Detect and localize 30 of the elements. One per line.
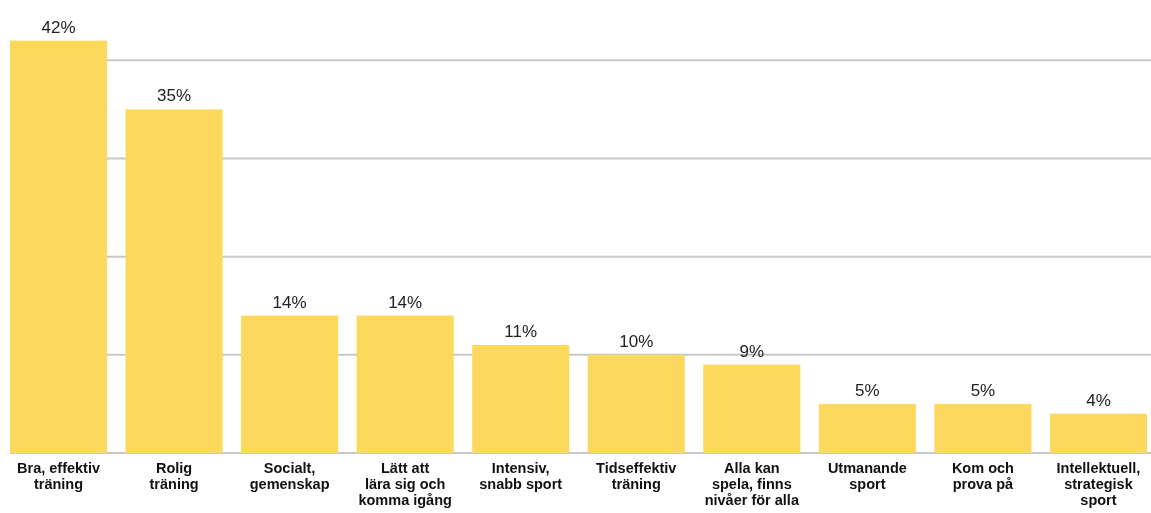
x-tick-label: Utmanande sport bbox=[827, 460, 907, 492]
data-label: 9% bbox=[739, 341, 765, 361]
bar bbox=[934, 403, 1032, 453]
x-tick-label: Socialt, gemenskap bbox=[249, 460, 330, 492]
x-tick-label: Bra, effektiv träning bbox=[17, 460, 101, 492]
bar bbox=[241, 315, 339, 453]
x-tick-label: Alla kan spela, finns nivåer för alla bbox=[704, 460, 800, 508]
data-label: 42% bbox=[41, 17, 76, 37]
data-label: 14% bbox=[388, 292, 423, 312]
bar bbox=[125, 109, 223, 453]
data-label: 5% bbox=[970, 380, 996, 400]
data-label: 14% bbox=[272, 292, 307, 312]
x-tick-label: Tidseffektiv träning bbox=[596, 460, 677, 492]
data-label: 10% bbox=[619, 331, 654, 351]
x-tick-label: Lätt att lära sig och komma igång bbox=[358, 460, 452, 508]
bar bbox=[356, 315, 454, 453]
data-label: 5% bbox=[855, 380, 880, 400]
bar bbox=[10, 40, 108, 453]
x-tick-label: Intensiv, snabb sport bbox=[479, 460, 563, 492]
x-tick-label: Rolig träning bbox=[149, 460, 199, 492]
bar bbox=[703, 364, 801, 453]
bar bbox=[472, 345, 570, 453]
bar bbox=[818, 403, 916, 453]
bar bbox=[587, 354, 685, 453]
x-tick-label: Intellektuell, strategisk sport bbox=[1056, 460, 1141, 508]
data-label: 35% bbox=[157, 86, 192, 106]
data-label: 4% bbox=[1086, 390, 1111, 410]
data-label: 11% bbox=[504, 322, 538, 341]
x-tick-label: Kom och prova på bbox=[951, 460, 1015, 492]
bar bbox=[1049, 413, 1147, 453]
